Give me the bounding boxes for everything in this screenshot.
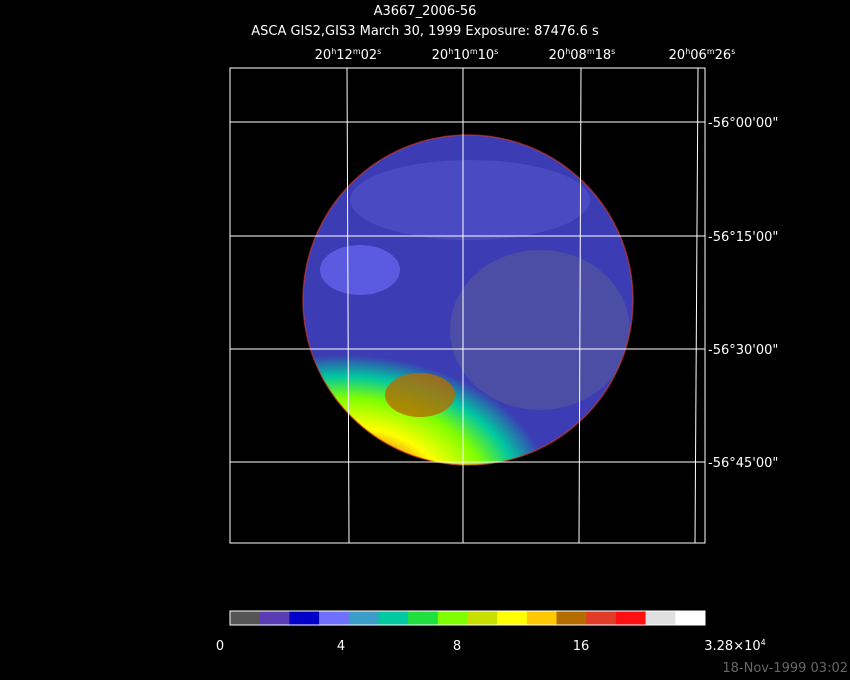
label-part: 10 — [453, 48, 470, 63]
superscript: h — [331, 47, 336, 56]
superscript: h — [565, 47, 570, 56]
label-part: 20 — [432, 48, 449, 63]
label-part: 20 — [549, 48, 566, 63]
colorbar-swatch — [289, 611, 320, 625]
colorbar-swatch — [230, 611, 261, 625]
superscript: m — [587, 47, 595, 56]
superscript: m — [353, 47, 361, 56]
label-part: 26 — [715, 48, 732, 63]
label-part: 02 — [361, 48, 378, 63]
ra-label: 20h12m02s — [315, 47, 382, 63]
colorbar-swatch — [348, 611, 379, 625]
colorbar-swatch — [408, 611, 439, 625]
colorbar-swatch — [645, 611, 676, 625]
colorbar-tick-label: 0 — [216, 639, 224, 654]
superscript: m — [470, 47, 478, 56]
dec-label: -56°15'00" — [708, 230, 778, 245]
superscript: 4 — [761, 638, 766, 647]
superscript: s — [377, 47, 381, 56]
colorbar-frame — [229, 610, 706, 626]
ra-label: 20h06m26s — [669, 47, 736, 63]
label-part: 20 — [315, 48, 332, 63]
superscript: s — [611, 47, 615, 56]
colorbar-swatch — [526, 611, 558, 625]
label-part: 08 — [570, 48, 587, 63]
xray-image — [303, 135, 633, 465]
colorbar-swatch — [586, 611, 617, 625]
superscript: h — [685, 47, 690, 56]
ra-label: 20h08m18s — [549, 47, 616, 63]
colorbar-swatch — [675, 611, 706, 625]
superscript: s — [731, 47, 735, 56]
colorbar-swatch — [615, 611, 647, 625]
label-part: 06 — [690, 48, 707, 63]
title: A3667_2006-56 — [374, 4, 477, 19]
superscript: m — [707, 47, 715, 56]
colorbar — [230, 611, 706, 625]
dec-label: -56°45'00" — [708, 456, 778, 471]
colorbar-swatch — [437, 611, 468, 625]
coordinate-grid — [229, 67, 706, 544]
superscript: s — [494, 47, 498, 56]
label-part: 10 — [478, 48, 495, 63]
ra-label: 20h10m10s — [432, 47, 499, 63]
colorbar-swatch — [497, 611, 528, 625]
label-part: 20 — [669, 48, 686, 63]
superscript: h — [448, 47, 453, 56]
timestamp: 18-Nov-1999 03:02 — [722, 661, 848, 676]
colorbar-max-label: 3.28×104 — [704, 638, 765, 654]
colorbar-tick-label: 16 — [573, 639, 590, 654]
dec-label: -56°00'00" — [708, 116, 778, 131]
dec-label: -56°30'00" — [708, 343, 778, 358]
colorbar-swatch — [319, 611, 350, 625]
label-part: 3.28×10 — [704, 639, 760, 654]
label-part: 12 — [336, 48, 353, 63]
colorbar-tick-label: 4 — [337, 639, 345, 654]
colorbar-swatch — [556, 611, 587, 625]
colorbar-tick-label: 8 — [453, 639, 461, 654]
label-part: 18 — [595, 48, 612, 63]
subtitle: ASCA GIS2,GIS3 March 30, 1999 Exposure: … — [251, 24, 599, 39]
colorbar-swatch — [259, 611, 290, 625]
colorbar-swatch — [378, 611, 409, 625]
colorbar-swatch — [467, 611, 498, 625]
